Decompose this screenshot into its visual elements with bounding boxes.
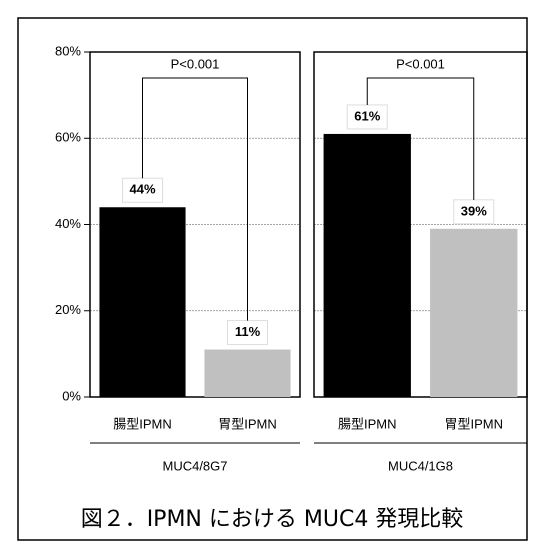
significance-bracket [142,77,248,321]
y-tick-label: 0% [62,388,81,403]
value-label-box [346,104,388,130]
significance-bracket [366,77,475,200]
x-tick-label: 胃型IPMN [444,416,503,431]
annotation: P<0.001 [396,56,445,71]
x-tick-label: 腸型IPMN [338,416,397,431]
y-tick-label: 80% [55,43,81,58]
x-tick-label: 胃型IPMN [218,416,277,431]
value-label-box [453,199,495,225]
group-label: MUC4/1G8 [388,458,453,473]
y-tick-label: 20% [55,302,81,317]
bar [204,349,291,397]
group-label: MUC4/8G7 [162,458,227,473]
value-label-box [227,320,268,346]
bar [99,207,186,397]
value-label: 44% [129,182,155,197]
y-tick-label: 60% [55,130,81,145]
y-tick-label: 40% [55,216,81,231]
value-label: 39% [461,203,487,218]
value-label: 61% [354,108,380,123]
value-label: 11% [235,324,261,339]
panel-frame [89,51,301,398]
x-tick-label: 腸型IPMN [113,416,172,431]
panel-frame [313,51,528,398]
caption: 図２．IPMN における MUC4 発現比較 [81,507,464,532]
bar [323,133,411,397]
bar [430,228,518,397]
annotation: P<0.001 [171,56,220,71]
